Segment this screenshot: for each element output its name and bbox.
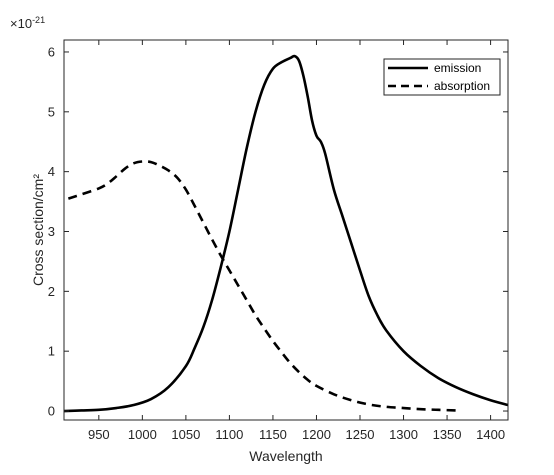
y-tick-label: 4 (48, 164, 55, 179)
plot-frame (63, 39, 509, 421)
x-tick-label: 1400 (476, 427, 505, 442)
x-tick-label: 1050 (171, 427, 200, 442)
legend-label-absorption: absorption (434, 79, 490, 93)
x-tick-label: 1200 (302, 427, 331, 442)
legend-label-emission: emission (434, 61, 481, 75)
y-axis-title: Cross section/cm² (30, 174, 46, 286)
x-tick-label: 1250 (346, 427, 375, 442)
y-axis: 0 1 2 3 4 5 6 (48, 44, 508, 419)
legend-box (383, 58, 501, 96)
x-tick-label: 1300 (389, 427, 418, 442)
y-tick-label: 0 (48, 404, 55, 419)
y-tick-label: 1 (48, 344, 55, 359)
x-tick-label: 1000 (128, 427, 157, 442)
x-axis-title: Wavelength (249, 448, 322, 464)
y-tick-label: 3 (48, 224, 55, 239)
x-tick-label: 1150 (259, 427, 287, 442)
y-axis-exponent: -21 (32, 15, 45, 25)
y-tick-label: 2 (48, 284, 55, 299)
legend: emission absorption (383, 58, 501, 96)
x-tick-label: 1100 (215, 427, 243, 442)
x-axis: 950 1000 1050 1100 1150 1200 1250 1300 1350 1400 (88, 40, 505, 442)
y-tick-label: 5 (48, 104, 55, 119)
series-layer (63, 54, 509, 413)
y-tick-label: 6 (48, 44, 55, 59)
y-axis-multiplier: ×10-21 (10, 15, 45, 31)
x-tick-label: 1350 (433, 427, 462, 442)
series-line-emission (63, 54, 509, 413)
plot-area (64, 40, 508, 420)
x-tick-label: 950 (88, 427, 110, 442)
